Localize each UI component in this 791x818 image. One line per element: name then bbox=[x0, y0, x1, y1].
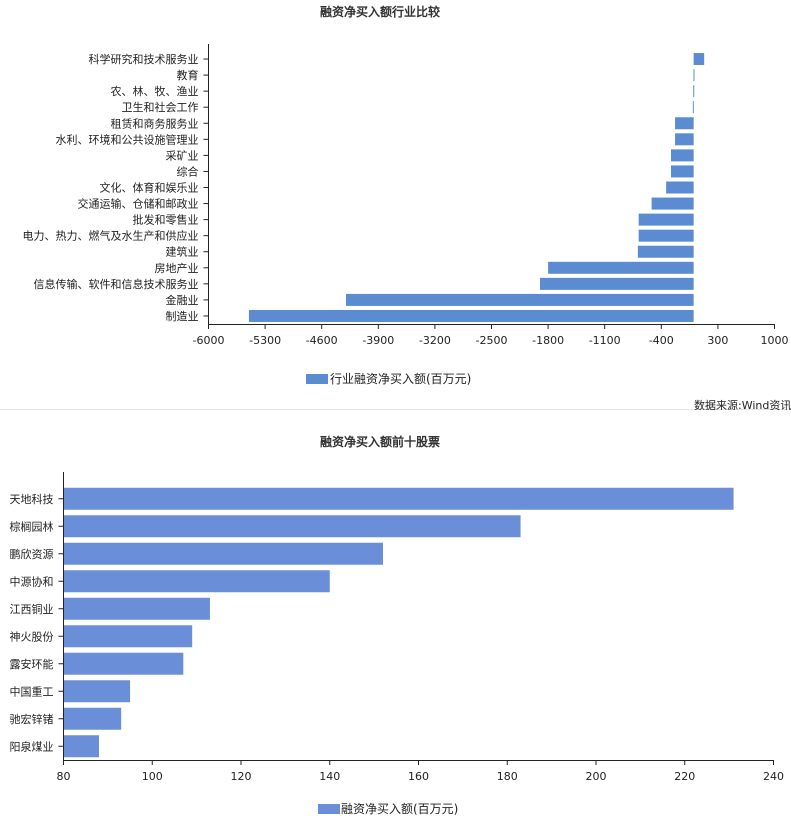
x-tick-label: 240 bbox=[763, 770, 784, 783]
category-label: 阳泉煤业 bbox=[10, 739, 54, 753]
bar bbox=[651, 197, 694, 210]
bar bbox=[675, 117, 694, 130]
bar bbox=[63, 542, 383, 565]
category-label: 农、林、牧、渔业 bbox=[111, 84, 199, 98]
bar bbox=[248, 309, 694, 322]
x-tick-label: -3200 bbox=[419, 334, 451, 347]
bar bbox=[63, 707, 122, 730]
category-label: 文化、体育和娱乐业 bbox=[100, 181, 199, 195]
chart2-legend-label: 融资净买入额(百万元) bbox=[341, 802, 458, 816]
category-label: 制造业 bbox=[166, 309, 199, 323]
x-tick-label: -1100 bbox=[589, 334, 621, 347]
chart1-bars bbox=[248, 53, 705, 322]
category-label: 金融业 bbox=[166, 293, 199, 307]
x-tick-label: -6000 bbox=[193, 334, 225, 347]
bar bbox=[637, 245, 694, 258]
bar bbox=[63, 680, 131, 703]
category-label: 教育 bbox=[177, 68, 199, 82]
category-label: 综合 bbox=[177, 164, 199, 178]
x-tick-label: 300 bbox=[707, 334, 728, 347]
bar bbox=[345, 293, 694, 306]
x-tick-label: -4600 bbox=[306, 334, 338, 347]
category-label: 中国重工 bbox=[10, 684, 54, 698]
category-label: 江西铜业 bbox=[10, 602, 54, 616]
bar bbox=[671, 165, 694, 178]
bar bbox=[63, 487, 734, 510]
chart1-title: 融资净买入额行业比较 bbox=[320, 4, 440, 19]
category-label: 神火股份 bbox=[10, 629, 54, 643]
x-tick-label: 160 bbox=[408, 770, 429, 783]
x-tick-label: -2500 bbox=[476, 334, 508, 347]
x-tick-label: 1000 bbox=[761, 334, 789, 347]
x-tick-label: 100 bbox=[142, 770, 163, 783]
category-label: 建筑业 bbox=[166, 245, 199, 259]
category-label: 采矿业 bbox=[166, 149, 199, 162]
bar bbox=[63, 515, 521, 538]
x-tick-label: -1800 bbox=[532, 334, 564, 347]
x-tick-label: -5300 bbox=[249, 334, 281, 347]
category-label: 天地科技 bbox=[10, 492, 54, 506]
x-tick-label: -3900 bbox=[362, 334, 394, 347]
category-label: 水利、环境和公共设施管理业 bbox=[56, 132, 199, 146]
bar bbox=[666, 181, 694, 194]
bar bbox=[540, 277, 694, 290]
bar bbox=[548, 261, 694, 274]
x-tick-label: -400 bbox=[649, 334, 674, 347]
source-note: 数据来源:Wind资讯 bbox=[694, 398, 791, 410]
category-label: 信息传输、软件和信息技术服务业 bbox=[34, 277, 199, 291]
chart2-bars bbox=[63, 487, 734, 758]
category-label: 鹏欣资源 bbox=[10, 547, 54, 561]
chart2-legend-swatch bbox=[318, 804, 340, 814]
bar bbox=[693, 69, 695, 82]
x-tick-label: 200 bbox=[586, 770, 607, 783]
bar bbox=[63, 735, 99, 758]
chart1-legend-label: 行业融资净买入额(百万元) bbox=[330, 372, 471, 386]
category-label: 租赁和商务服务业 bbox=[111, 116, 199, 130]
category-label: 驰宏锌锗 bbox=[10, 712, 54, 726]
bar bbox=[693, 53, 705, 66]
bar bbox=[63, 625, 193, 648]
bar bbox=[692, 101, 694, 114]
x-tick-label: 120 bbox=[231, 770, 252, 783]
x-tick-label: 140 bbox=[319, 770, 340, 783]
top-ten-stocks-chart: 融资净买入额前十股票 天地科技棕榈园林鹏欣资源中源协和江西铜业神火股份露安环能中… bbox=[10, 434, 785, 816]
category-label: 中源协和 bbox=[10, 574, 54, 588]
bar bbox=[671, 149, 694, 162]
section-divider bbox=[0, 409, 791, 410]
chart1-category-labels: 科学研究和技术服务业教育农、林、牧、渔业卫生和社会工作租赁和商务服务业水利、环境… bbox=[23, 52, 209, 323]
chart1-x-ticks: -6000 -5300 -4600 -3900 -3200 -2500 -1800 -1100… bbox=[193, 324, 789, 347]
category-label: 电力、热力、燃气及水生产和供应业 bbox=[23, 229, 199, 243]
chart2-x-ticks: 80 100 120 140 160 180 200 220 240 bbox=[57, 760, 784, 783]
category-label: 交通运输、仓储和邮政业 bbox=[78, 197, 199, 211]
category-label: 房地产业 bbox=[155, 261, 199, 275]
chart2-title: 融资净买入额前十股票 bbox=[320, 434, 440, 449]
bar bbox=[638, 213, 694, 226]
category-label: 棕榈园林 bbox=[10, 519, 54, 533]
industry-net-buy-chart: 融资净买入额行业比较 科学研究和技术服务业教育农、林、牧、渔业卫生和社会工作租赁… bbox=[0, 4, 791, 410]
x-tick-label: 180 bbox=[497, 770, 518, 783]
category-label: 卫生和社会工作 bbox=[122, 100, 199, 114]
chart1-legend-swatch bbox=[306, 374, 328, 384]
x-tick-label: 220 bbox=[674, 770, 695, 783]
bar bbox=[693, 85, 695, 98]
category-label: 科学研究和技术服务业 bbox=[89, 52, 199, 66]
bar bbox=[63, 597, 210, 620]
x-tick-label: 80 bbox=[57, 770, 71, 783]
bar bbox=[63, 652, 184, 675]
bar bbox=[638, 229, 694, 242]
category-label: 批发和零售业 bbox=[133, 213, 199, 227]
category-label: 露安环能 bbox=[10, 657, 54, 671]
bar bbox=[63, 570, 330, 593]
bar bbox=[675, 133, 694, 146]
